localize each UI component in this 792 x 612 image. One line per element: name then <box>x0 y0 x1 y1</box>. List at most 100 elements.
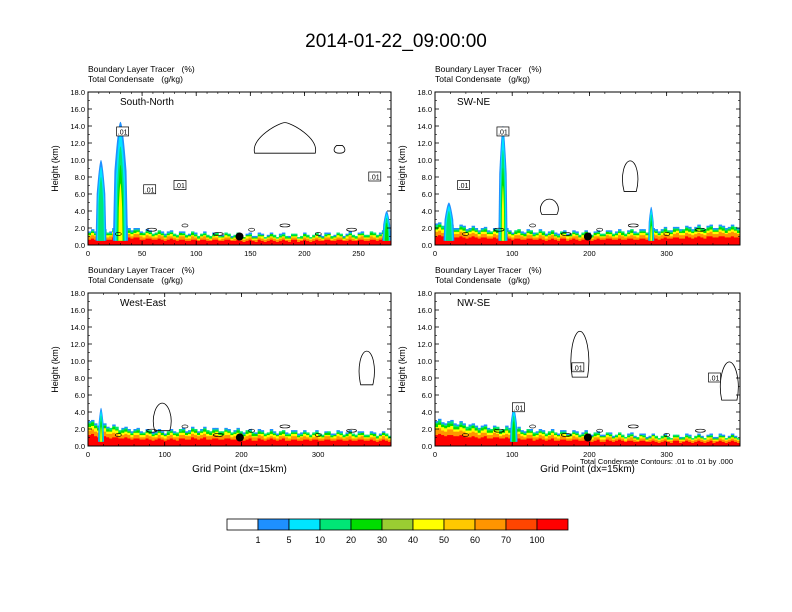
panel-1: .01 .01 .01 .01 0.0 2.0 4.0 6.0 8.0 10.0 12.0 14.0 1… <box>50 88 392 258</box>
plot-frame <box>434 91 741 246</box>
contour-label-box <box>708 372 721 383</box>
panel-2-header-line2: Total Condensate (g/kg) <box>435 74 530 84</box>
contour-label-box <box>571 362 585 373</box>
x-tick-label: 300 <box>312 450 325 459</box>
colorbar-level: 1 <box>255 535 260 545</box>
panel-4-header-line2: Total Condensate (g/kg) <box>435 275 530 285</box>
location-marker <box>583 232 592 241</box>
x-tick-label: 200 <box>298 249 311 258</box>
colorbar-level: 40 <box>408 535 418 545</box>
location-marker <box>235 232 244 241</box>
condensate-contour <box>493 227 505 232</box>
condensate-contour <box>279 424 291 429</box>
x-tick-label: 300 <box>660 450 673 459</box>
contour-label-box <box>496 126 510 137</box>
y-tick-label: 18.0 <box>417 289 432 298</box>
colorbar-swatch <box>412 518 445 531</box>
y-tick-label: 16.0 <box>417 105 432 114</box>
x-tick-label: 100 <box>506 249 519 258</box>
colorbar-swatch <box>536 518 569 531</box>
y-tick-label: 2.0 <box>75 224 85 233</box>
condensate-contour <box>462 232 469 236</box>
y-tick-label: 6.0 <box>422 391 432 400</box>
y-tick-label: 10.0 <box>70 357 85 366</box>
plot-frame <box>87 292 392 447</box>
y-axis-label: Height (km) <box>397 346 407 393</box>
y-tick-label: 14.0 <box>417 323 432 332</box>
y-tick-label: 16.0 <box>70 105 85 114</box>
contour-label-box <box>512 402 525 413</box>
y-tick-label: 0.0 <box>75 442 85 451</box>
x-tick-label: 0 <box>433 249 437 258</box>
y-tick-label: 10.0 <box>417 156 432 165</box>
condensate-contour <box>462 433 469 437</box>
colorbar-swatch <box>257 518 290 531</box>
y-tick-label: 16.0 <box>70 306 85 315</box>
y-tick-label: 4.0 <box>75 207 85 216</box>
y-axis-label: Height (km) <box>50 145 60 192</box>
x-tick-label: 0 <box>433 450 437 459</box>
y-tick-label: 18.0 <box>70 88 85 97</box>
plot-frame <box>87 91 392 246</box>
plume-3-shade <box>385 228 388 241</box>
panel-3: 0.0 2.0 4.0 6.0 8.0 10.0 12.0 14.0 16.0 18.0 0 100 2… <box>50 289 392 475</box>
colorbar-level: 50 <box>439 535 449 545</box>
condensate-contour <box>146 227 157 232</box>
condensate-contour <box>540 198 559 215</box>
condensate-contour <box>560 433 572 437</box>
contour-label-box <box>143 184 157 195</box>
y-tick-label: 4.0 <box>422 207 432 216</box>
y-tick-label: 8.0 <box>75 173 85 182</box>
contour-label-box <box>116 126 129 137</box>
y-tick-label: 10.0 <box>417 357 432 366</box>
condensate-contour <box>181 424 189 429</box>
condensate-contour <box>529 424 536 429</box>
contour-label: .01 <box>514 405 524 412</box>
condensate-contour <box>314 232 322 236</box>
x-tick-label: 200 <box>583 249 596 258</box>
condensate-contour <box>248 227 255 232</box>
y-tick-label: 16.0 <box>417 306 432 315</box>
contour-label-box <box>368 171 382 182</box>
y-tick-label: 4.0 <box>422 408 432 417</box>
x-tick-label: 100 <box>506 450 519 459</box>
condensate-contour <box>493 428 505 433</box>
colorbar-swatch <box>319 518 352 531</box>
condensate-contour <box>114 433 122 437</box>
panel-4-field <box>435 330 740 446</box>
panel-2-field <box>435 126 740 245</box>
condensate-contour <box>694 227 706 232</box>
figure-title: 2014-01-22_09:00:00 <box>305 31 487 52</box>
x-tick-label: 100 <box>158 450 171 459</box>
condensate-contour <box>560 232 572 236</box>
contour-label-box <box>457 180 470 190</box>
colorbar-swatch <box>288 518 321 531</box>
colorbar-swatch <box>350 518 383 531</box>
condensate-contour <box>570 330 590 378</box>
condensate-contour <box>719 361 739 401</box>
panel-3-field <box>88 350 391 446</box>
condensate-contour <box>627 424 639 429</box>
contour-label: .01 <box>498 129 508 136</box>
panel-1-header-line1: Boundary Layer Tracer (%) <box>88 64 195 74</box>
colorbar-level: 100 <box>529 535 544 545</box>
x-tick-label: 100 <box>190 249 203 258</box>
panel-label: West-East <box>120 298 166 309</box>
x-axis-label: Grid Point (dx=15km) <box>540 464 635 475</box>
plot-frame <box>434 292 741 447</box>
y-tick-label: 8.0 <box>422 173 432 182</box>
contour-label: .01 <box>175 183 185 190</box>
condensate-contour <box>279 223 291 228</box>
condensate-contour <box>181 223 189 228</box>
x-tick-label: 150 <box>244 249 257 258</box>
condensate-contour <box>346 227 357 232</box>
condensate-contour <box>596 227 604 232</box>
contour-label: .01 <box>370 175 380 182</box>
x-tick-label: 200 <box>235 450 248 459</box>
contour-label: .01 <box>118 129 128 136</box>
y-axis-label: Height (km) <box>50 346 60 393</box>
colorbar: 1 5 10 20 30 40 50 60 70 100 <box>226 518 569 545</box>
colorbar-swatch <box>381 518 414 531</box>
plume-2-shade <box>99 202 103 241</box>
